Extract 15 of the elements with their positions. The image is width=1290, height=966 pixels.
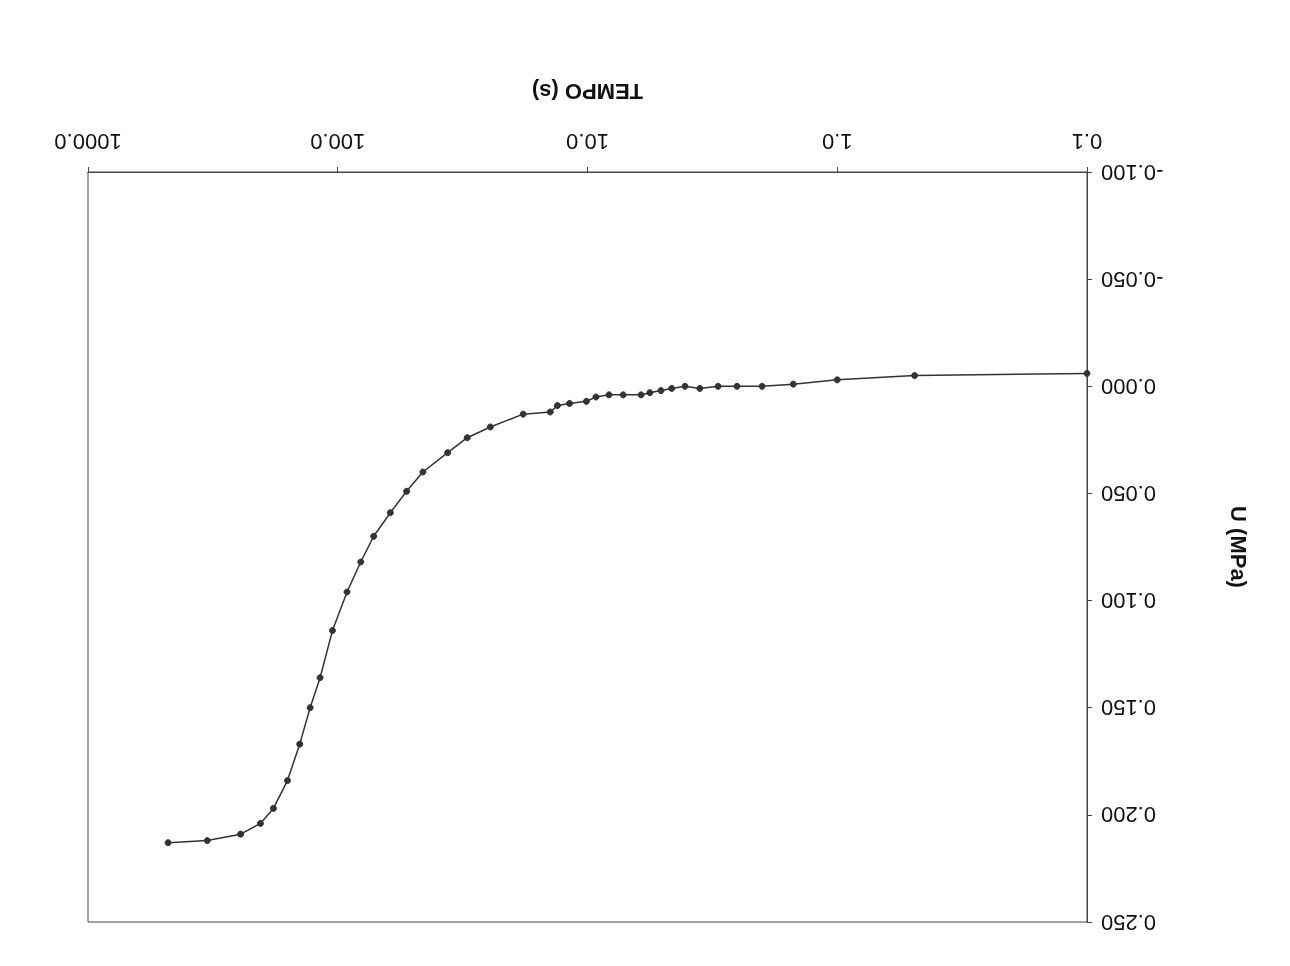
y-tick-label: 0.200 (1101, 802, 1157, 828)
y-tick-label: -0.100 (1101, 159, 1164, 185)
y-tick-label: 0.150 (1101, 695, 1157, 721)
y-axis-title: U (MPa) (1225, 506, 1251, 588)
x-tick-label: 1.0 (821, 128, 853, 154)
y-tick-label: -0.050 (1101, 266, 1164, 292)
y-tick-label: 0.050 (1101, 480, 1157, 506)
y-tick-label: 0.100 (1101, 588, 1157, 614)
x-tick-label: 1000.0 (54, 128, 122, 154)
y-tick-label: 0.250 (1101, 909, 1157, 935)
y-tick-label: 0.000 (1101, 373, 1157, 399)
x-axis-title: TEMPO (s) (531, 78, 644, 104)
x-tick-label: 10.0 (566, 128, 609, 154)
x-tick-label: 100.0 (310, 128, 366, 154)
x-tick-label: 0.1 (1071, 128, 1103, 154)
